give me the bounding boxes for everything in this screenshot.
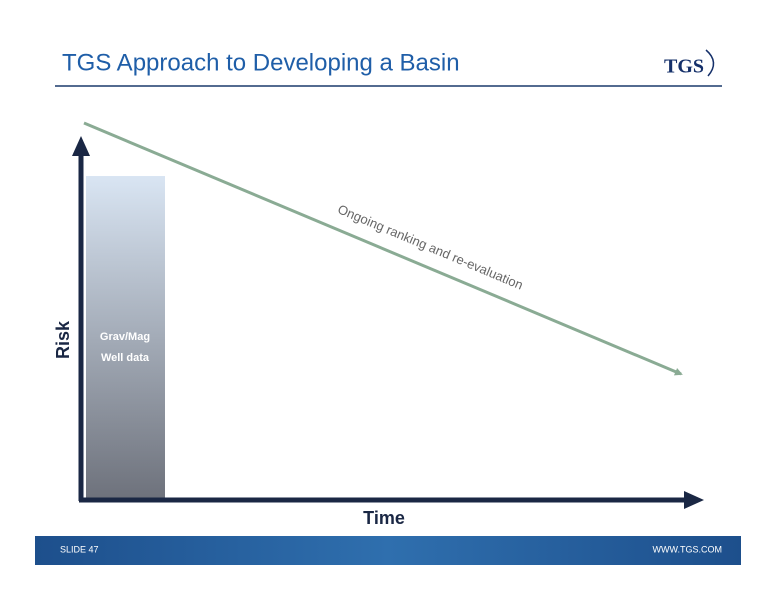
bar-label: Grav/Mag xyxy=(100,331,150,343)
bar-label: Well data xyxy=(101,352,150,364)
footer-band xyxy=(35,536,741,565)
trend-arrow xyxy=(83,121,683,376)
y-axis-label: Risk xyxy=(53,320,73,359)
x-axis-arrowhead xyxy=(684,491,704,509)
x-axis-label: Time xyxy=(363,508,405,528)
y-axis-arrowhead xyxy=(72,136,90,156)
logo: TGS xyxy=(664,56,704,78)
slide-number: SLIDE 47 xyxy=(60,544,99,554)
data-bar xyxy=(86,176,165,498)
logo-swoosh xyxy=(705,49,715,77)
footer-url: WWW.TGS.COM xyxy=(653,544,723,554)
slide-title: TGS Approach to Developing a Basin xyxy=(62,49,460,76)
